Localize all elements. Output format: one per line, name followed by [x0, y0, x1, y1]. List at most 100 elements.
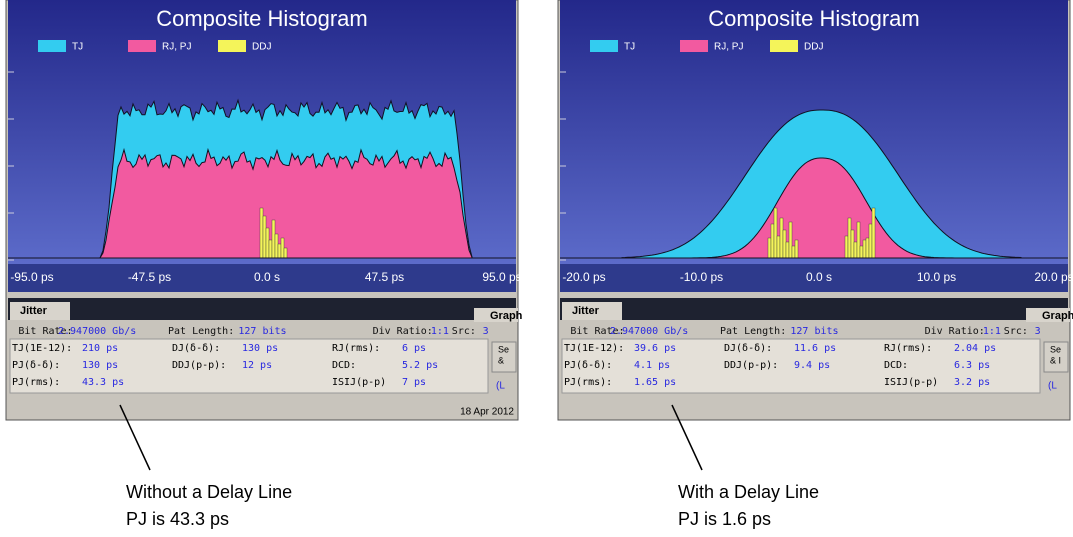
info-text: 1:1 [983, 326, 1001, 337]
x-tick-label: 20.0 ps [1034, 270, 1073, 284]
cell-value: 6 ps [402, 343, 426, 354]
figure: Composite Histogram TJ RJ, PJ DDJ -95.0 ps -4… [0, 0, 1073, 537]
cell-label: DDJ(p-p): [724, 360, 778, 371]
ddj-bar [863, 240, 866, 258]
side-button-label: & [498, 355, 504, 365]
cell-value: 1.65 ps [634, 377, 676, 388]
legend-swatch [218, 40, 246, 52]
ddj-bar [789, 222, 792, 258]
cell-value: 43.3 ps [82, 377, 124, 388]
side-link: (L [496, 381, 505, 392]
cell-value: 5.2 ps [402, 360, 438, 371]
cell-label: DDJ(p-p): [172, 360, 226, 371]
x-tick-label: 10.0 ps [917, 270, 956, 284]
cell-label: RJ(rms): [884, 343, 932, 354]
cell-label: DCD: [884, 360, 908, 371]
ddj-bar [795, 240, 798, 258]
ddj-bar [872, 208, 875, 258]
ddj-bar [771, 224, 774, 258]
ddj-bar [777, 236, 780, 258]
side-button-label: & I [1050, 355, 1061, 365]
plot-title: Composite Histogram [708, 6, 920, 31]
ddj-bar [275, 234, 278, 258]
cell-label: TJ(1E-12): [564, 343, 624, 354]
ddj-bar [783, 230, 786, 258]
cell-label: RJ(rms): [332, 343, 380, 354]
tab-label: Graph [490, 310, 523, 322]
cell-value: 130 ps [242, 343, 278, 354]
ddj-bar [854, 242, 857, 258]
x-tick-label: -95.0 ps [10, 270, 53, 284]
info-text: Pat Length: [168, 326, 234, 337]
ddj-bar [269, 240, 272, 258]
legend-label: TJ [72, 42, 83, 53]
cell-label: TJ(1E-12): [12, 343, 72, 354]
info-text: Div Ratio: [925, 326, 985, 337]
ddj-bar [263, 216, 266, 258]
info-text: 3 [483, 326, 489, 337]
cell-label: PJ(rms): [12, 377, 60, 388]
x-tick-label: -20.0 ps [562, 270, 605, 284]
caption: PJ is 1.6 ps [678, 509, 771, 529]
ddj-bar [774, 208, 777, 258]
cell-value: 11.6 ps [794, 343, 836, 354]
legend-label: RJ, PJ [162, 42, 191, 53]
ddj-bar [260, 208, 263, 258]
info-text: 3 [1035, 326, 1041, 337]
ddj-bar [272, 220, 275, 258]
cell-label: DJ(δ-δ): [724, 343, 772, 354]
side-button-label: Se [1050, 344, 1061, 354]
cell-value: 12 ps [242, 360, 272, 371]
info-text: 2.947000 Gb/s [610, 326, 688, 337]
x-tick-label: -10.0 ps [680, 270, 723, 284]
cell-label: DJ(δ-δ): [172, 343, 220, 354]
info-text: Div Ratio: [373, 326, 433, 337]
tab-strip [560, 298, 1068, 320]
page: Composite Histogram TJ RJ, PJ DDJ -95.0 ps -4… [0, 0, 1073, 537]
tab-label: Jitter [20, 305, 48, 317]
legend-label: TJ [624, 42, 635, 53]
ddj-bar [281, 238, 284, 258]
ddj-bar [266, 228, 269, 258]
x-tick-label: -47.5 ps [128, 270, 171, 284]
tab-label: Graph [1042, 310, 1073, 322]
legend-label: RJ, PJ [714, 42, 743, 53]
info-text: 127 bits [790, 326, 838, 337]
cell-value: 3.2 ps [954, 377, 990, 388]
info-text: Src: [1004, 326, 1028, 337]
legend-label: DDJ [252, 42, 271, 53]
side-link: (L [1048, 381, 1057, 392]
ddj-bar [860, 246, 863, 258]
legend-swatch [38, 40, 66, 52]
ddj-bar [866, 238, 869, 258]
side-button-label: Se [498, 344, 509, 354]
ddj-bar [278, 244, 281, 258]
x-tick-label: 0.0 s [254, 270, 280, 284]
ddj-bar [284, 248, 287, 258]
cell-value: 4.1 ps [634, 360, 670, 371]
caption: PJ is 43.3 ps [126, 509, 229, 529]
cell-label: PJ(rms): [564, 377, 612, 388]
info-text: 2.947000 Gb/s [58, 326, 136, 337]
cell-label: DCD: [332, 360, 356, 371]
ddj-bar [857, 222, 860, 258]
ddj-bar [848, 218, 851, 258]
tab-label: Jitter [572, 305, 600, 317]
x-tick-label: 0.0 s [806, 270, 832, 284]
ddj-bar [851, 230, 854, 258]
ddj-bar [845, 236, 848, 258]
info-text: 1:1 [431, 326, 449, 337]
info-text: Pat Length: [720, 326, 786, 337]
cell-label: ISIJ(p-p) [332, 377, 386, 388]
cell-value: 6.3 ps [954, 360, 990, 371]
legend-swatch [680, 40, 708, 52]
caption: Without a Delay Line [126, 482, 292, 502]
ddj-bar [786, 242, 789, 258]
ddj-bar [780, 218, 783, 258]
rj-pj-histogram [100, 150, 472, 258]
info-text: Src: [452, 326, 476, 337]
date-label: 18 Apr 2012 [460, 407, 514, 418]
cell-value: 7 ps [402, 377, 426, 388]
